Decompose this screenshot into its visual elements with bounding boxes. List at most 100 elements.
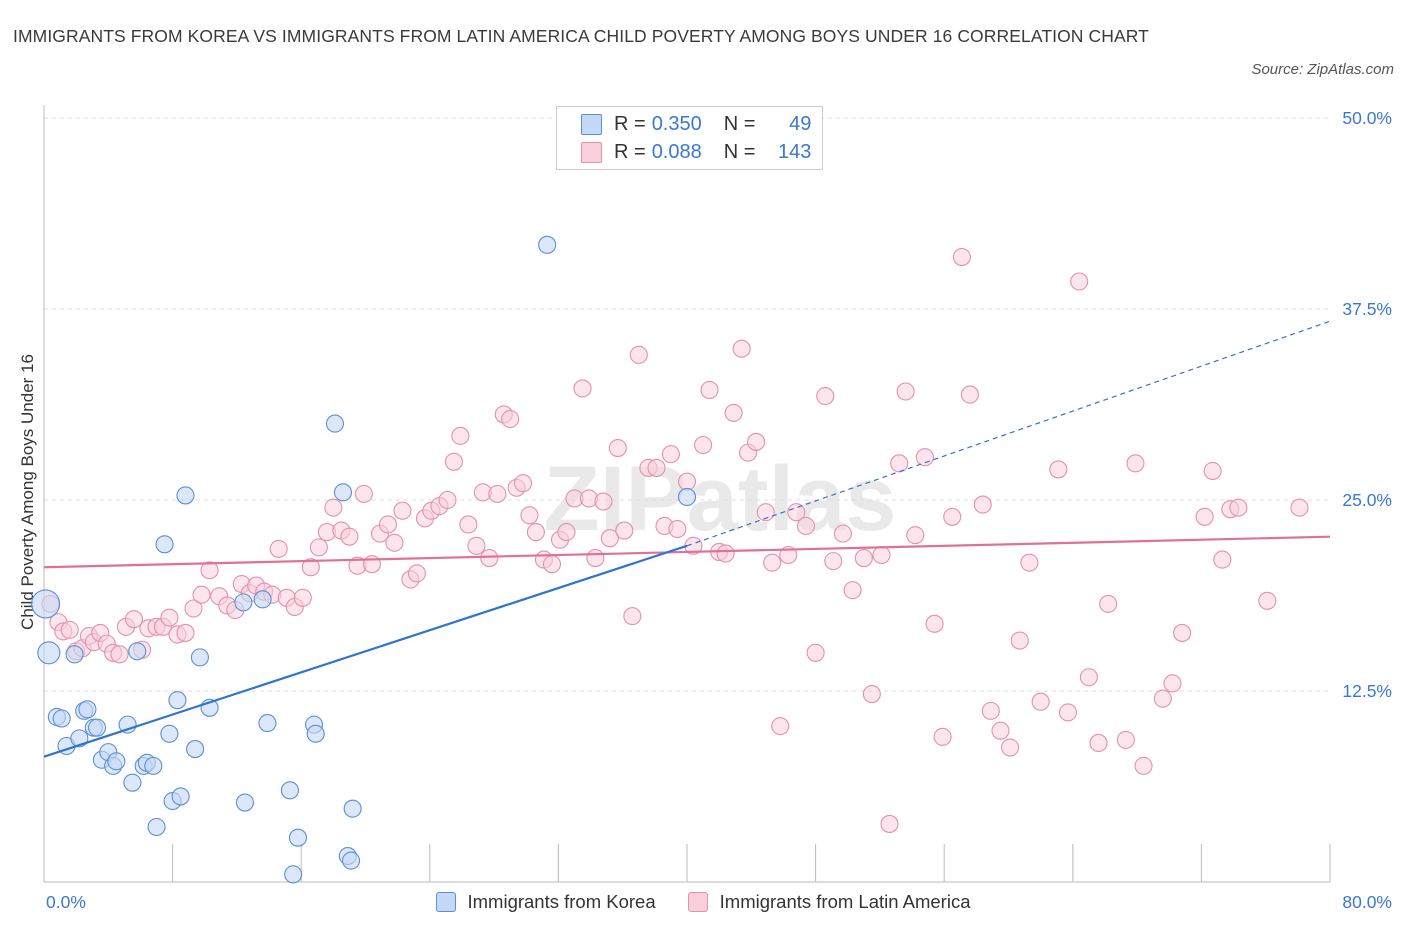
latin-america-point (756, 503, 775, 522)
latin-america-point (176, 623, 195, 642)
latin-america-point (943, 507, 962, 526)
latin-america-point (309, 538, 328, 557)
latin-america-point (184, 599, 203, 618)
latin-america-point (796, 516, 816, 536)
latin-america-point (787, 503, 806, 522)
x-tick-label: 80.0% (1342, 892, 1392, 912)
series-latin-america (41, 247, 1309, 833)
latin-america-point (459, 515, 478, 534)
latin-america-point (1031, 692, 1050, 711)
latin-america-point (833, 524, 852, 543)
legend-row-latin: R = 0.088 N = 143 (581, 139, 811, 165)
korea-point (306, 724, 325, 743)
latin-america-point (1173, 623, 1192, 642)
latin-america-point (1203, 461, 1222, 481)
latin-america-point (952, 247, 971, 267)
korea-point (186, 740, 205, 759)
latin-america-point (110, 645, 129, 664)
latin-america-point (557, 523, 576, 542)
korea-point (190, 648, 209, 667)
latin-america-point (747, 432, 766, 451)
latin-america-point (192, 585, 211, 604)
latin-america-point (542, 555, 562, 574)
tick-labels: 12.5% 25.0% 37.5% 50.0% 0.0% 80.0% (46, 108, 1392, 912)
korea-point (107, 752, 126, 771)
legend-item-latin: Immigrants from Latin America (687, 891, 971, 913)
korea-point (333, 483, 353, 502)
legend-latin-swatch (687, 892, 708, 912)
latin-america-point (647, 458, 666, 477)
latin-america-point (763, 553, 782, 572)
korea-n-value: 49 (789, 112, 812, 135)
korea-n-label: N = (723, 112, 756, 135)
latin-america-point (200, 561, 219, 580)
korea-point (147, 817, 166, 837)
korea-point (37, 641, 61, 665)
korea-swatch (581, 113, 602, 135)
latin-america-point (520, 506, 539, 525)
korea-trend-extension (686, 320, 1331, 547)
korea-point (176, 486, 195, 505)
latin-america-point (378, 515, 398, 534)
y-tick-label: 25.0% (1342, 490, 1392, 510)
latin-america-point (716, 544, 735, 563)
latin-america-point (594, 492, 613, 511)
latin-america-point (1213, 550, 1232, 569)
chart-title: IMMIGRANTS FROM KOREA VS IMMIGRANTS FROM… (13, 26, 1149, 46)
latin-america-point (1099, 594, 1118, 613)
latin-america-point (615, 521, 634, 540)
latin-america-point (1079, 668, 1098, 687)
stats-legend: R = 0.350 N = 49 R = 0.088 N = 143 (556, 106, 823, 170)
latin-america-point (677, 472, 697, 491)
latin-america-point (816, 387, 835, 406)
latin-america-point (1195, 507, 1214, 526)
latin-america-point (694, 435, 713, 455)
latin-america-point (854, 549, 873, 568)
latin-america-point (513, 474, 533, 493)
korea-point (78, 700, 97, 719)
latin-america-point (301, 558, 320, 577)
latin-america-point (1229, 498, 1248, 517)
latin-n-label: N = (723, 140, 756, 163)
latin-america-point (324, 498, 343, 517)
korea-point (284, 865, 303, 884)
legend-korea-label: Immigrants from Korea (467, 891, 656, 912)
latin-america-point (915, 448, 934, 467)
latin-america-point (480, 549, 499, 568)
y-tick-label: 50.0% (1342, 108, 1392, 128)
trend-lines (43, 320, 1331, 758)
latin-america-point (488, 484, 507, 503)
latin-america-point (906, 526, 925, 545)
latin-america-point (1290, 498, 1309, 517)
latin-america-point (668, 519, 687, 539)
korea-point (235, 793, 254, 812)
korea-point (258, 714, 277, 733)
latin-america-point (269, 539, 288, 558)
latin-america-point (467, 536, 486, 555)
korea-point (171, 787, 190, 806)
latin-r-label: R = (614, 140, 646, 163)
latin-america-point (1020, 553, 1039, 572)
latin-america-point (629, 345, 648, 364)
latin-america-point (501, 409, 520, 429)
latin-america-point (661, 445, 680, 464)
latin-america-point (1126, 454, 1145, 473)
latin-america-point (60, 620, 79, 639)
latin-america-point (981, 701, 1000, 720)
latin-america-point (573, 379, 592, 398)
korea-point (288, 828, 308, 847)
korea-point (234, 593, 253, 612)
latin-america-point (991, 721, 1010, 740)
latin-america-point (806, 643, 825, 662)
latin-america-point (623, 607, 642, 626)
korea-point (341, 851, 361, 870)
latin-america-point (385, 533, 404, 552)
x-tick-label: 0.0% (46, 892, 86, 912)
latin-america-point (771, 717, 790, 736)
korea-point (144, 756, 163, 775)
latin-swatch (581, 141, 602, 163)
latin-america-point (896, 382, 915, 401)
korea-point (65, 645, 84, 664)
korea-point (280, 781, 299, 800)
latin-america-point (393, 501, 412, 520)
